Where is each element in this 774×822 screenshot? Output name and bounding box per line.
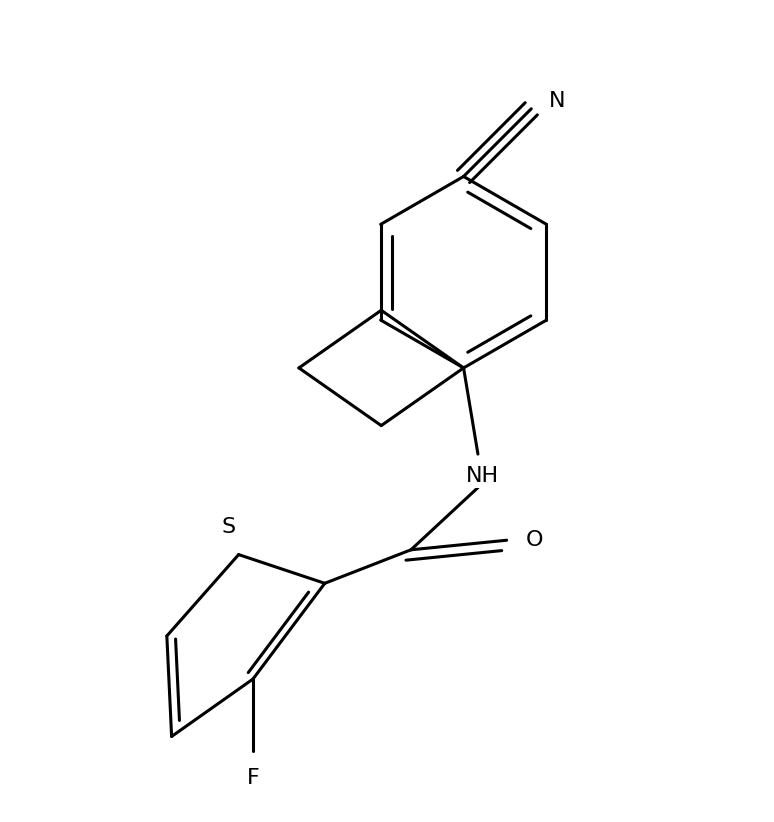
Text: NH: NH (466, 465, 499, 486)
Text: O: O (526, 530, 543, 550)
Text: N: N (549, 91, 565, 111)
Text: F: F (247, 768, 259, 788)
Text: S: S (222, 517, 236, 538)
